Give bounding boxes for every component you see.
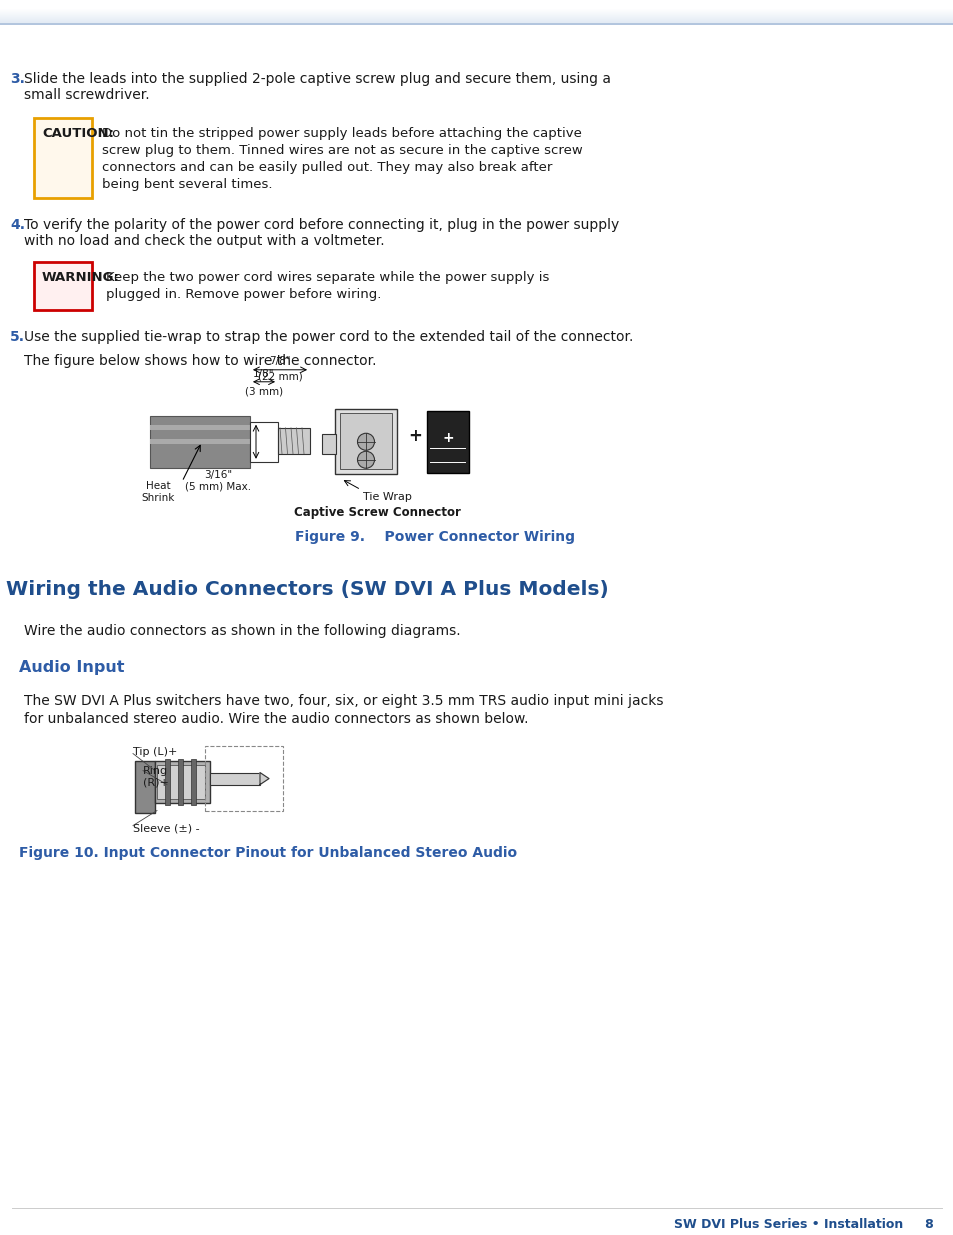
Text: Slide the leads into the supplied 2-pole captive screw plug and secure them, usi: Slide the leads into the supplied 2-pole… [24,72,610,103]
Bar [277,427,310,453]
Text: (3 mm): (3 mm) [245,387,283,396]
Bar [150,438,250,443]
Text: +: + [408,427,421,445]
Text: The SW DVI A Plus switchers have two, four, six, or eight 3.5 mm TRS audio input: The SW DVI A Plus switchers have two, fo… [24,694,662,726]
Text: The figure below shows how to wire the connector.: The figure below shows how to wire the c… [24,353,376,368]
Text: Do not tin the stripped power supply leads before attaching the captive
screw pl: Do not tin the stripped power supply lea… [102,127,582,191]
Text: Figure 9.    Power Connector Wiring: Figure 9. Power Connector Wiring [294,530,575,543]
Bar [250,422,277,462]
Text: SW DVI Plus Series • Installation     8: SW DVI Plus Series • Installation 8 [674,1219,933,1231]
Bar [335,409,396,474]
Bar [191,758,195,804]
FancyBboxPatch shape [34,262,91,310]
Bar [178,758,183,804]
Circle shape [357,433,375,451]
Text: 4.: 4. [10,217,25,232]
Text: Tie Wrap: Tie Wrap [363,492,412,501]
Bar [150,416,250,468]
Text: (5 mm) Max.: (5 mm) Max. [185,482,251,492]
Text: 3.: 3. [10,72,25,86]
Text: (22 mm): (22 mm) [257,372,302,382]
Bar [150,425,250,430]
Bar [154,761,210,803]
Text: Figure 10. Input Connector Pinout for Unbalanced Stereo Audio: Figure 10. Input Connector Pinout for Un… [19,846,517,860]
Text: 1/8": 1/8" [253,369,274,379]
FancyBboxPatch shape [34,117,91,198]
Bar [135,761,154,813]
Text: Heat
Shrink: Heat Shrink [141,480,174,503]
Bar [165,758,170,804]
Text: WARNING:: WARNING: [42,270,120,284]
Polygon shape [260,773,269,784]
Text: CAUTION:: CAUTION: [42,127,113,140]
Text: 7/8": 7/8" [269,356,291,366]
Bar [427,411,469,473]
Text: Audio Input: Audio Input [19,659,125,674]
Bar [205,746,283,810]
Text: 5.: 5. [10,330,25,343]
Circle shape [357,451,375,468]
Text: 3/16": 3/16" [204,469,232,479]
Text: To verify the polarity of the power cord before connecting it, plug in the power: To verify the polarity of the power cord… [24,217,618,248]
Bar [210,773,260,784]
Bar [339,412,392,469]
Text: Ring
(R)+: Ring (R)+ [143,766,169,787]
Text: Captive Screw Connector: Captive Screw Connector [294,505,460,519]
Text: Use the supplied tie-wrap to strap the power cord to the extended tail of the co: Use the supplied tie-wrap to strap the p… [24,330,633,343]
Text: Wiring the Audio Connectors (SW DVI A Plus Models): Wiring the Audio Connectors (SW DVI A Pl… [6,579,608,599]
Text: +: + [442,431,454,445]
Text: Tip (L)+: Tip (L)+ [132,747,177,757]
Text: Keep the two power cord wires separate while the power supply is
plugged in. Rem: Keep the two power cord wires separate w… [106,270,549,301]
Text: Wire the audio connectors as shown in the following diagrams.: Wire the audio connectors as shown in th… [24,624,460,637]
Text: Sleeve (±) -: Sleeve (±) - [132,824,199,834]
Bar [157,764,205,799]
Bar [322,433,335,453]
